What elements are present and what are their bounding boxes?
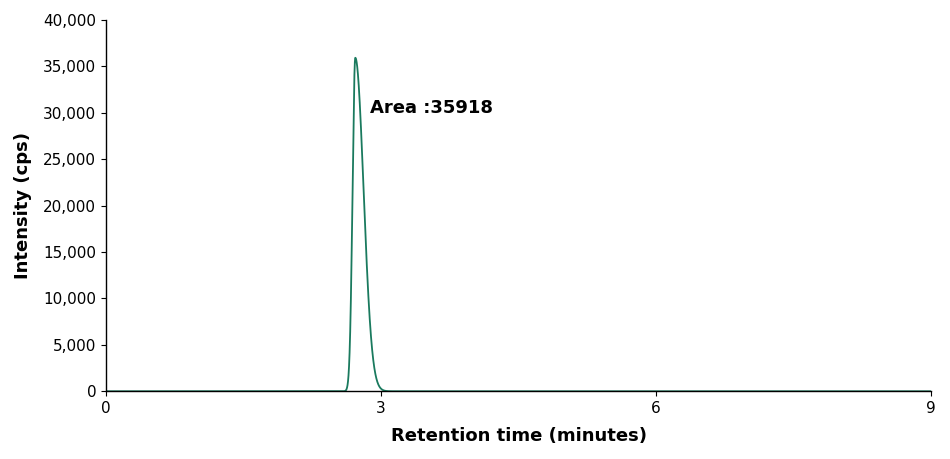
Text: Area :35918: Area :35918	[370, 99, 493, 117]
Y-axis label: Intensity (cps): Intensity (cps)	[14, 132, 32, 279]
X-axis label: Retention time (minutes): Retention time (minutes)	[390, 427, 647, 445]
